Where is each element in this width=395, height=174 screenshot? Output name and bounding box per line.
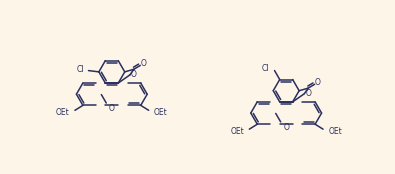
Text: O: O bbox=[140, 59, 146, 68]
Text: O: O bbox=[315, 78, 321, 87]
Text: OEt: OEt bbox=[328, 127, 342, 136]
Text: Cl: Cl bbox=[77, 65, 84, 74]
Text: Cl: Cl bbox=[262, 64, 269, 73]
Text: O: O bbox=[131, 70, 137, 79]
Text: O: O bbox=[305, 89, 311, 98]
Text: O: O bbox=[283, 123, 289, 132]
Text: O: O bbox=[109, 104, 115, 113]
Text: OEt: OEt bbox=[230, 127, 244, 136]
Text: OEt: OEt bbox=[154, 108, 167, 117]
Text: OEt: OEt bbox=[56, 108, 70, 117]
